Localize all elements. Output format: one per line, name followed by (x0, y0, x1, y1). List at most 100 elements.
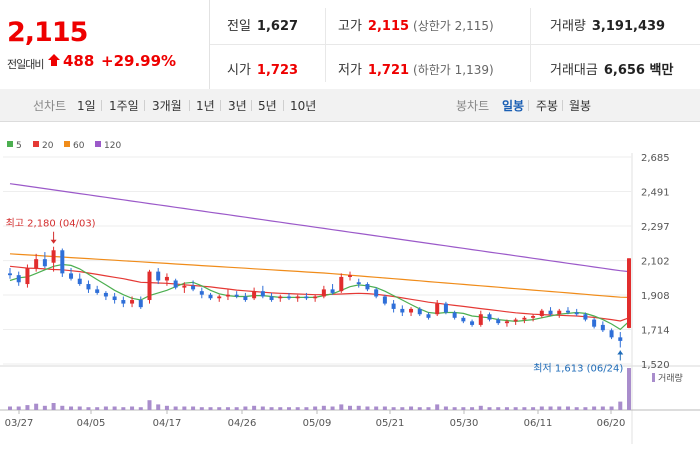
candle-body (25, 268, 30, 285)
volume-bar (548, 406, 553, 410)
candle-body (243, 296, 248, 301)
volume-bar (592, 406, 597, 410)
candle-monthly[interactable]: 월봉 (569, 99, 592, 113)
volume-bar (252, 405, 257, 410)
candle-body (504, 321, 509, 324)
period-1w[interactable]: 1주일 (109, 99, 139, 113)
period-3y[interactable]: 3년 (228, 99, 247, 113)
y-tick-label: 1,908 (641, 291, 670, 302)
volume-bar (147, 400, 152, 410)
candle-body (95, 289, 100, 293)
legend-swatch (64, 141, 70, 147)
volume-legend-label: 거래량 (658, 372, 683, 384)
volume-bar (339, 404, 344, 410)
candle-body (191, 285, 196, 290)
chart-grid (0, 153, 700, 444)
candle-body (496, 319, 501, 324)
period-1d[interactable]: 1일 (77, 99, 96, 113)
chart-toolbar: 선차트 1일 1주일 3개월 1년 3년 5년 10년 봉차트 일봉 주봉 월봉 (0, 89, 700, 122)
volume-bar (138, 407, 143, 410)
chart-annotations: 최고 2,180 (04/03) 최저 1,613 (06/24) (6, 218, 624, 375)
volume-bar (374, 406, 379, 410)
stat-label: 시가 (227, 63, 251, 78)
low-arrow-head (617, 350, 624, 355)
candle-body (513, 319, 518, 322)
volume-bar (435, 404, 440, 410)
stat-amount: 거래대금 6,656 백만 (550, 59, 673, 78)
period-3m[interactable]: 3개월 (152, 99, 182, 113)
candle-body (478, 314, 483, 325)
y-tick-label: 1,714 (641, 326, 670, 337)
x-tick-label: 06/11 (524, 418, 553, 429)
candle-body (627, 258, 631, 328)
volume-bar (208, 407, 213, 410)
stat-label: 거래대금 (550, 63, 598, 78)
stat-label: 고가 (338, 19, 362, 34)
x-tick-label: 05/30 (450, 418, 479, 429)
volume-bar (391, 407, 396, 410)
volume-bar (69, 406, 74, 410)
volume-legend-swatch (652, 373, 655, 382)
candle-body (34, 259, 39, 269)
candle-body (103, 292, 108, 297)
period-10y[interactable]: 10년 (290, 99, 317, 113)
volume-bar (452, 407, 457, 410)
volume-bar (478, 405, 483, 410)
volume-bar (313, 406, 318, 410)
ma120-line (9, 183, 630, 273)
candle-body (391, 303, 396, 309)
volume-bars: 거래량 (8, 368, 683, 410)
volume-bar (173, 406, 178, 410)
y-tick-label: 2,685 (641, 153, 670, 164)
volume-bar (121, 407, 126, 410)
candle-body (42, 259, 47, 267)
moving-average-lines (9, 183, 630, 331)
candle-body (208, 294, 213, 299)
stat-value: 6,656 백만 (603, 63, 674, 78)
legend-item: 20 (33, 141, 53, 151)
toolbar-separator (189, 100, 190, 111)
stat-value: 3,191,439 (591, 19, 666, 34)
legend-item: 5 (7, 141, 22, 151)
period-1y[interactable]: 1년 (196, 99, 215, 113)
volume-bar (443, 406, 448, 410)
candle-weekly[interactable]: 주봉 (536, 99, 559, 113)
lower-limit: (하한가 1,139) (413, 63, 494, 77)
stat-label: 전일 (227, 19, 251, 34)
candle-body (182, 285, 187, 288)
x-tick-label: 04/26 (228, 418, 257, 429)
volume-bar (34, 403, 39, 410)
candle-body (8, 273, 12, 276)
volume-bar (86, 407, 91, 410)
candle-body (286, 296, 291, 299)
volume-bar (16, 406, 21, 410)
candle-body (112, 296, 117, 301)
toolbar-separator (528, 100, 529, 111)
x-tick-label: 06/20 (597, 418, 626, 429)
stat-value: 1,721 (367, 63, 410, 78)
candle-daily[interactable]: 일봉 (502, 99, 525, 113)
volume-bar (51, 403, 56, 410)
candle-body (138, 300, 143, 308)
candle-body (304, 296, 309, 299)
candle-body (374, 289, 379, 297)
low-annotation: 최저 1,613 (06/24) (533, 362, 623, 374)
period-5y[interactable]: 5년 (258, 99, 277, 113)
volume-bar (42, 405, 47, 410)
candle-body (330, 289, 335, 293)
candle-body (321, 289, 326, 297)
volume-bar (627, 368, 631, 410)
candle-body (531, 316, 536, 318)
candle-body (348, 275, 353, 277)
candle-body (121, 300, 126, 304)
x-tick-label: 04/17 (153, 418, 182, 429)
toolbar-separator (283, 100, 284, 111)
candle-body (583, 314, 588, 320)
candle-body (609, 330, 614, 338)
volume-bar (278, 407, 283, 410)
volume-bar (426, 407, 431, 410)
volume-bar (565, 406, 570, 410)
candle-body (548, 310, 553, 315)
legend-label: 20 (42, 141, 54, 151)
